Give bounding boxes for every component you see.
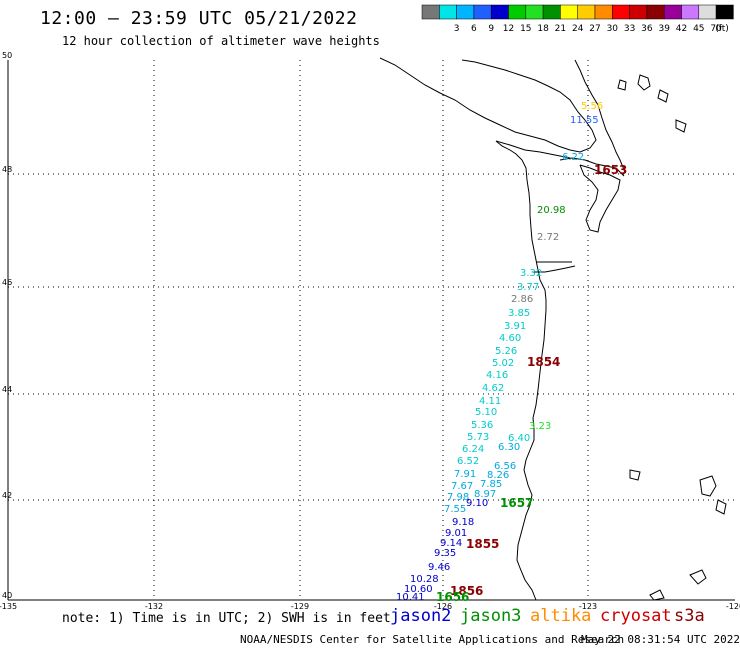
wave-height-value: 8.26 [487, 470, 509, 481]
wave-height-value: 9.18 [452, 517, 474, 528]
wave-height-value: 4.16 [486, 370, 508, 381]
pass-time-label: 1855 [466, 537, 499, 551]
wave-height-value: 11.55 [570, 115, 599, 126]
latitude-label: 42 [2, 491, 12, 500]
longitude-label: -132 [145, 602, 163, 610]
wave-height-value: 7.67 [451, 481, 473, 492]
map-title: 12:00 — 23:59 UTC 05/21/2022 [40, 8, 358, 29]
latitude-label: 40 [2, 591, 12, 600]
scale-tick-label: 9 [488, 24, 494, 34]
footer-note: note: 1) Time is in UTC; 2) SWH is in fe… [62, 611, 391, 626]
color-scale-legend: 3 6 9 12 15 18 21 24 27 30 33 36 39 42 45 70(ft) [421, 4, 734, 34]
satellite-s3a: s3a [674, 606, 705, 626]
scale-tick-label: 6 [471, 24, 477, 34]
scale-unit: (ft) [715, 24, 729, 34]
latitude-label: 44 [2, 385, 12, 394]
wave-height-value: 3.23 [529, 421, 551, 432]
wave-height-value: 5.73 [467, 432, 489, 443]
scale-tick-label: 15 [520, 24, 531, 34]
longitude-label: -120 [726, 602, 740, 610]
wave-height-observations: 20.983.323.772.863.853.914.605.265.024.1… [396, 101, 627, 604]
lat-lon-grid [8, 60, 735, 600]
scale-tick-label: 42 [676, 24, 687, 34]
scale-tick-label: 30 [607, 24, 619, 34]
satellite-altika: altika [530, 606, 592, 626]
wave-height-value: 6.22 [562, 152, 584, 163]
latitude-label: 50 [2, 51, 12, 60]
longitude-label: -129 [291, 602, 309, 610]
wave-height-value: 5.56 [581, 101, 603, 112]
wave-height-value: 4.11 [479, 396, 501, 407]
map-frame [7, 60, 735, 601]
axis-labels: 50 48 46 44 42 40 -135 -132 -129 -126 -123 -120 [0, 51, 740, 610]
wave-height-value: 5.02 [492, 358, 514, 369]
scale-tick-label: 3 [454, 24, 460, 34]
wave-height-value: 7.98 [447, 492, 469, 503]
wave-height-value: 9.35 [434, 548, 456, 559]
wave-height-value: 3.32 [520, 268, 542, 279]
pass-time-label: 1856 [450, 584, 483, 598]
wave-height-value: 6.30 [498, 442, 520, 453]
wave-height-value: 20.98 [537, 205, 566, 216]
wave-height-value: 2.86 [511, 294, 533, 305]
wave-height-value: 4.60 [499, 333, 521, 344]
wave-height-value: 7.91 [454, 469, 476, 480]
satellite-jason2: jason2 [390, 606, 452, 626]
scale-tick-label: 24 [572, 24, 584, 34]
longitude-label: -123 [579, 602, 597, 610]
wave-height-value: 10.60 [404, 584, 433, 595]
wave-height-value: 2.72 [537, 232, 559, 243]
scale-tick-label: 18 [537, 24, 549, 34]
wave-height-value: 4.62 [482, 383, 504, 394]
wave-height-value: 3.91 [504, 321, 526, 332]
pass-time-label: 1653 [594, 163, 627, 177]
wave-height-value: 9.10 [466, 498, 488, 509]
credit-line: NOAA/NESDIS Center for Satellite Applica… [240, 633, 625, 646]
longitude-label: -126 [434, 602, 452, 610]
wave-height-map: 50 48 46 44 42 40 -135 -132 -129 -126 -123 -120 20.… [0, 51, 740, 610]
satellite-cryosat: cryosat [600, 606, 672, 626]
generation-timestamp: May 22 08:31:54 UTC 2022 [581, 633, 740, 646]
coastline [379, 57, 727, 601]
wave-height-value: 6.56 [494, 461, 516, 472]
wave-height-value: 6.40 [508, 433, 530, 444]
latitude-label: 46 [2, 278, 12, 287]
latitude-label: 48 [2, 165, 12, 174]
wave-height-value: 10.28 [410, 574, 439, 585]
scale-tick-label: 70 [710, 24, 722, 34]
wave-height-value: 6.24 [462, 444, 484, 455]
wave-height-value: 5.26 [495, 346, 517, 357]
wave-height-value: 5.10 [475, 407, 497, 418]
scale-swatch [715, 4, 734, 20]
scale-tick-label: 27 [589, 24, 600, 34]
longitude-label: -135 [0, 602, 17, 610]
map-subtitle: 12 hour collection of altimeter wave hei… [62, 34, 380, 48]
scale-tick-label: 12 [503, 24, 514, 34]
wave-height-value: 10.41 [396, 592, 425, 603]
wave-height-value: 3.85 [508, 308, 530, 319]
wave-height-value: 6.52 [457, 456, 479, 467]
wave-height-value: 5.36 [471, 420, 493, 431]
scale-tick-label: 36 [641, 24, 653, 34]
wave-height-value: 9.14 [440, 538, 462, 549]
wave-height-value: 9.46 [428, 562, 450, 573]
pass-time-label: 1657 [500, 496, 533, 510]
wave-height-value: 7.85 [480, 479, 502, 490]
wave-height-value: 8.97 [474, 489, 496, 500]
wave-height-value: 7.55 [444, 504, 466, 515]
pass-time-label: 1854 [527, 355, 560, 369]
wave-height-value: 9.01 [445, 528, 467, 539]
scale-tick-label: 45 [693, 24, 704, 34]
scale-tick-label: 39 [658, 24, 670, 34]
scale-tick-label: 33 [624, 24, 635, 34]
pass-time-label: 1656 [436, 590, 469, 604]
wave-height-value: 3.77 [517, 282, 539, 293]
satellite-jason3: jason3 [460, 606, 522, 626]
scale-tick-label: 21 [555, 24, 566, 34]
